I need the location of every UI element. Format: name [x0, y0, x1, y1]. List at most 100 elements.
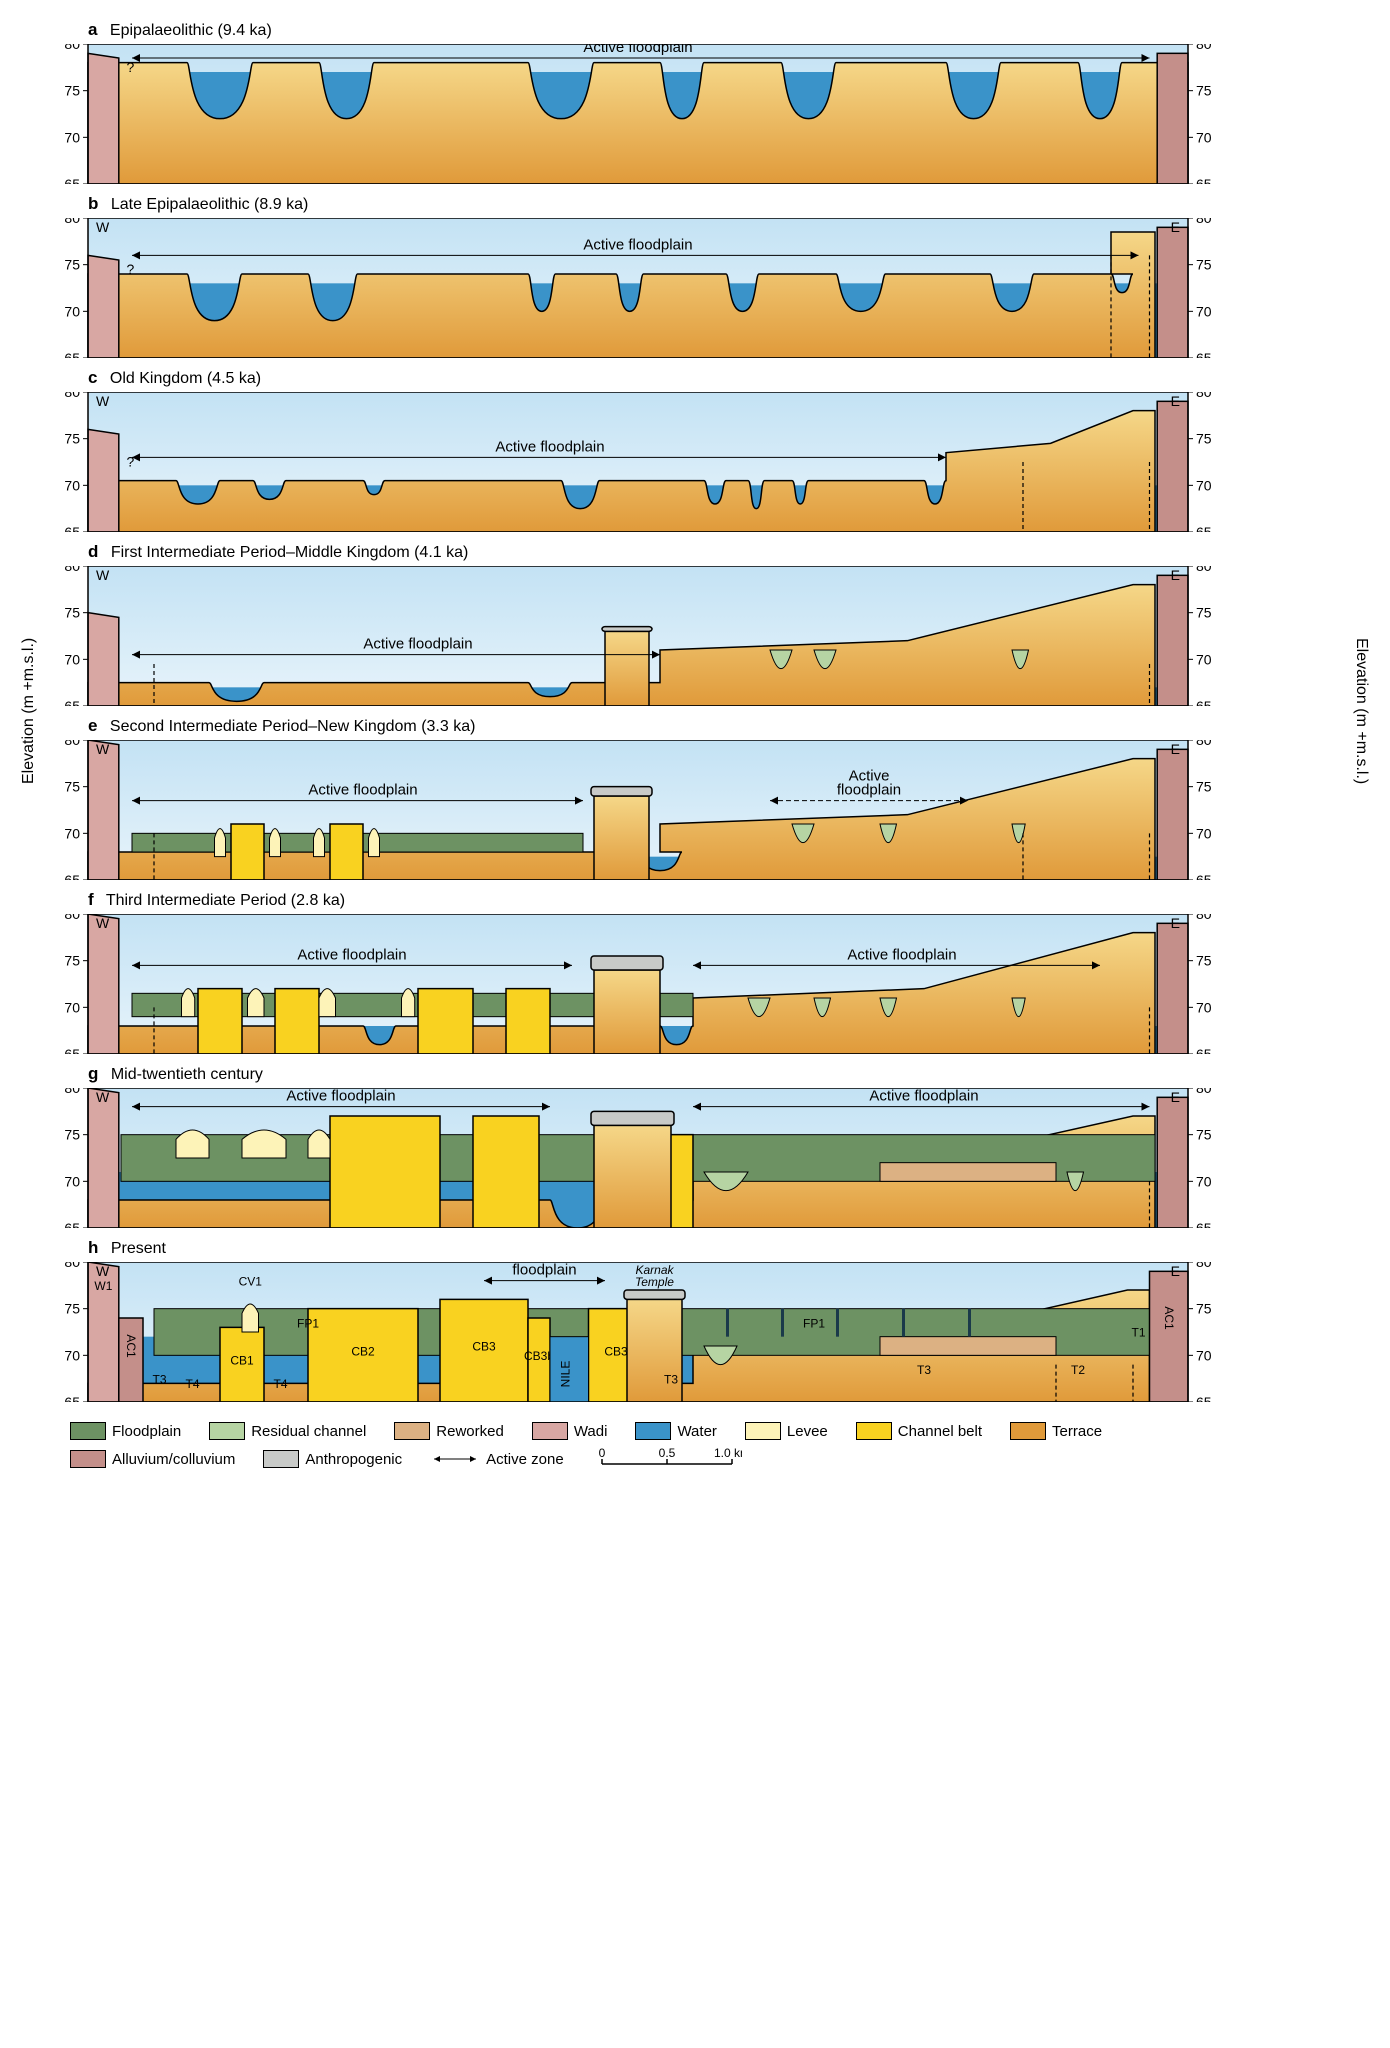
svg-text:?: ? — [127, 454, 135, 470]
svg-text:W: W — [96, 915, 110, 931]
svg-text:floodplain: floodplain — [837, 782, 901, 799]
svg-text:75: 75 — [1196, 1127, 1212, 1143]
svg-text:70: 70 — [1196, 1173, 1212, 1189]
svg-text:?: ? — [127, 261, 135, 277]
svg-text:75: 75 — [64, 257, 80, 273]
svg-text:80: 80 — [1196, 740, 1212, 748]
svg-text:T4: T4 — [273, 1377, 287, 1391]
svg-text:floodplain: floodplain — [512, 1262, 576, 1279]
svg-text:65: 65 — [1196, 176, 1212, 184]
cross-section-f: Active floodplainActive floodplainWE6565… — [38, 914, 1238, 1054]
svg-text:70: 70 — [1196, 1347, 1212, 1363]
svg-text:80: 80 — [64, 914, 80, 922]
svg-text:75: 75 — [64, 1127, 80, 1143]
svg-text:CB3: CB3 — [472, 1340, 496, 1354]
svg-text:80: 80 — [1196, 1088, 1212, 1096]
svg-text:70: 70 — [1196, 129, 1212, 145]
legend-item-residual_channel: Residual channel — [209, 1422, 366, 1440]
svg-text:1.0 km: 1.0 km — [714, 1446, 742, 1460]
svg-text:80: 80 — [64, 1088, 80, 1096]
svg-text:E: E — [1171, 567, 1180, 583]
svg-text:E: E — [1171, 219, 1180, 235]
cross-section-d: Active floodplainWE6565707075758080 — [38, 566, 1238, 706]
cross-section-a: ?Active floodplain6565707075758080 — [38, 44, 1238, 184]
svg-text:70: 70 — [64, 129, 80, 145]
svg-text:Active floodplain: Active floodplain — [847, 946, 956, 963]
panels-column: a Epipalaeolithic (9.4 ka)?Active floodp… — [38, 20, 1352, 1402]
svg-text:NILE: NILE — [558, 1361, 572, 1388]
svg-text:70: 70 — [64, 651, 80, 667]
svg-text:65: 65 — [64, 350, 80, 358]
legend-item-water: Water — [635, 1422, 716, 1440]
svg-text:AC1: AC1 — [124, 1334, 138, 1358]
svg-text:0.5: 0.5 — [658, 1446, 675, 1460]
svg-text:75: 75 — [1196, 605, 1212, 621]
svg-text:FP1: FP1 — [803, 1316, 825, 1330]
svg-text:CB1: CB1 — [230, 1354, 254, 1368]
y-axis-label-left: Elevation (m +m.s.l.) — [20, 111, 38, 1311]
svg-text:W: W — [96, 1089, 110, 1105]
svg-text:Active floodplain: Active floodplain — [286, 1088, 395, 1105]
svg-text:70: 70 — [1196, 651, 1212, 667]
svg-text:80: 80 — [1196, 44, 1212, 52]
svg-text:W: W — [96, 1263, 110, 1279]
svg-text:75: 75 — [1196, 779, 1212, 795]
svg-text:80: 80 — [1196, 566, 1212, 574]
svg-text:E: E — [1171, 393, 1180, 409]
svg-text:W: W — [96, 567, 110, 583]
svg-text:T2: T2 — [1071, 1363, 1085, 1377]
svg-text:65: 65 — [64, 176, 80, 184]
svg-text:70: 70 — [64, 1347, 80, 1363]
svg-text:W: W — [96, 741, 110, 757]
legend-item-floodplain: Floodplain — [70, 1422, 181, 1440]
svg-text:65: 65 — [1196, 1046, 1212, 1054]
svg-text:Active floodplain: Active floodplain — [363, 636, 472, 653]
cross-section-e: Active floodplainActivefloodplainWE65657… — [38, 740, 1238, 880]
panel-title-b: b Late Epipalaeolithic (8.9 ka) — [88, 194, 1352, 214]
cross-section-b: ?Active floodplainWE6565707075758080 — [38, 218, 1238, 358]
svg-text:80: 80 — [64, 1262, 80, 1270]
legend-item-levee: Levee — [745, 1422, 828, 1440]
cross-section-c: ?Active floodplainWE6565707075758080 — [38, 392, 1238, 532]
svg-text:E: E — [1171, 915, 1180, 931]
svg-text:E: E — [1171, 741, 1180, 757]
svg-text:80: 80 — [1196, 914, 1212, 922]
svg-text:Temple: Temple — [635, 1275, 674, 1289]
legend-item-reworked: Reworked — [394, 1422, 504, 1440]
svg-text:75: 75 — [1196, 83, 1212, 99]
svg-text:T3: T3 — [152, 1372, 166, 1386]
svg-text:70: 70 — [1196, 477, 1212, 493]
cross-section-g: Active floodplainActive floodplainWE6565… — [38, 1088, 1238, 1228]
svg-text:E: E — [1171, 1263, 1180, 1279]
svg-text:80: 80 — [1196, 1262, 1212, 1270]
panel-title-f: f Third Intermediate Period (2.8 ka) — [88, 890, 1352, 910]
svg-text:65: 65 — [64, 1046, 80, 1054]
svg-text:65: 65 — [64, 1220, 80, 1228]
svg-text:75: 75 — [64, 431, 80, 447]
svg-text:80: 80 — [1196, 392, 1212, 400]
svg-text:FP1: FP1 — [297, 1316, 319, 1330]
svg-text:?: ? — [127, 59, 135, 75]
svg-text:Active floodplain: Active floodplain — [583, 44, 692, 56]
svg-text:70: 70 — [1196, 999, 1212, 1015]
legend-item-wadi: Wadi — [532, 1422, 608, 1440]
svg-text:Active floodplain: Active floodplain — [583, 236, 692, 253]
svg-text:75: 75 — [64, 1301, 80, 1317]
svg-text:0: 0 — [598, 1446, 605, 1460]
panel-title-h: h Present — [88, 1238, 1352, 1258]
svg-text:Active floodplain: Active floodplain — [869, 1088, 978, 1105]
svg-text:75: 75 — [1196, 257, 1212, 273]
panel-title-d: d First Intermediate Period–Middle Kingd… — [88, 542, 1352, 562]
panel-title-c: c Old Kingdom (4.5 ka) — [88, 368, 1352, 388]
svg-text:W: W — [96, 393, 110, 409]
svg-text:75: 75 — [1196, 953, 1212, 969]
svg-text:65: 65 — [64, 698, 80, 706]
svg-text:65: 65 — [1196, 1394, 1212, 1402]
figure-container: Elevation (m +m.s.l.) a Epipalaeolithic … — [20, 20, 1370, 1472]
legend-item-terrace_bottom: Terrace — [1010, 1422, 1102, 1440]
cross-section-h: CB1CB2CB3CB3bCB3CV1KarnakTempleNILEW1AC1… — [38, 1262, 1238, 1402]
svg-text:CB3: CB3 — [604, 1344, 628, 1358]
svg-text:70: 70 — [64, 999, 80, 1015]
legend: Floodplain Residual channel Reworked Wadi Wa… — [70, 1422, 1170, 1472]
svg-text:75: 75 — [64, 605, 80, 621]
